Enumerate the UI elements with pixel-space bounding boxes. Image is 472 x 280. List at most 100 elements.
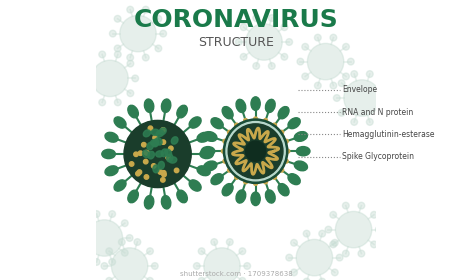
Circle shape bbox=[221, 149, 225, 153]
Ellipse shape bbox=[114, 180, 126, 191]
Circle shape bbox=[106, 248, 113, 255]
Circle shape bbox=[223, 159, 227, 163]
Circle shape bbox=[118, 239, 125, 245]
Circle shape bbox=[160, 30, 167, 37]
Circle shape bbox=[269, 63, 275, 69]
Circle shape bbox=[129, 162, 134, 166]
Text: RNA and N protein: RNA and N protein bbox=[342, 108, 413, 116]
Ellipse shape bbox=[204, 161, 217, 171]
Text: Hemagglutinin-esterase: Hemagglutinin-esterase bbox=[342, 130, 435, 139]
Circle shape bbox=[99, 99, 106, 106]
Ellipse shape bbox=[159, 128, 166, 135]
Circle shape bbox=[194, 263, 200, 269]
Ellipse shape bbox=[197, 132, 210, 142]
Circle shape bbox=[302, 73, 309, 80]
Circle shape bbox=[99, 51, 106, 58]
Circle shape bbox=[303, 278, 310, 280]
Ellipse shape bbox=[144, 195, 154, 209]
Circle shape bbox=[86, 60, 93, 67]
Circle shape bbox=[114, 99, 121, 106]
Circle shape bbox=[338, 80, 345, 87]
Ellipse shape bbox=[143, 130, 151, 137]
Circle shape bbox=[269, 15, 275, 21]
Ellipse shape bbox=[156, 151, 163, 157]
Circle shape bbox=[286, 149, 290, 153]
Circle shape bbox=[106, 277, 113, 280]
Circle shape bbox=[76, 235, 83, 241]
Circle shape bbox=[228, 130, 231, 134]
Circle shape bbox=[136, 171, 140, 176]
Circle shape bbox=[314, 34, 321, 41]
Ellipse shape bbox=[151, 140, 159, 146]
Circle shape bbox=[375, 226, 382, 233]
Ellipse shape bbox=[251, 97, 260, 110]
Circle shape bbox=[153, 136, 157, 140]
Circle shape bbox=[174, 168, 179, 173]
Circle shape bbox=[161, 171, 166, 175]
Circle shape bbox=[366, 119, 373, 125]
Ellipse shape bbox=[294, 132, 307, 141]
Circle shape bbox=[228, 124, 283, 179]
Ellipse shape bbox=[105, 132, 118, 142]
Circle shape bbox=[379, 109, 386, 116]
Circle shape bbox=[296, 239, 333, 276]
Ellipse shape bbox=[296, 147, 310, 156]
Circle shape bbox=[284, 139, 288, 143]
Circle shape bbox=[161, 128, 165, 132]
Circle shape bbox=[121, 220, 128, 227]
Circle shape bbox=[138, 151, 143, 155]
Circle shape bbox=[244, 263, 251, 269]
Circle shape bbox=[161, 140, 166, 144]
Circle shape bbox=[124, 120, 191, 188]
Ellipse shape bbox=[251, 192, 260, 206]
Ellipse shape bbox=[148, 151, 154, 159]
Ellipse shape bbox=[169, 157, 177, 163]
Ellipse shape bbox=[165, 149, 171, 157]
Circle shape bbox=[336, 254, 343, 261]
Circle shape bbox=[366, 71, 373, 77]
Ellipse shape bbox=[177, 190, 187, 203]
Circle shape bbox=[152, 164, 156, 168]
Circle shape bbox=[169, 146, 173, 151]
Circle shape bbox=[235, 175, 239, 179]
Circle shape bbox=[109, 211, 116, 217]
Ellipse shape bbox=[204, 132, 217, 141]
Circle shape bbox=[303, 230, 310, 237]
Circle shape bbox=[330, 34, 337, 41]
Circle shape bbox=[144, 175, 149, 179]
Ellipse shape bbox=[222, 184, 233, 196]
Circle shape bbox=[111, 248, 148, 280]
Circle shape bbox=[142, 143, 146, 147]
Circle shape bbox=[198, 248, 205, 255]
Circle shape bbox=[297, 58, 304, 65]
Ellipse shape bbox=[161, 149, 168, 157]
Text: STRUCTURE: STRUCTURE bbox=[198, 36, 274, 49]
Circle shape bbox=[240, 53, 247, 60]
Circle shape bbox=[152, 263, 158, 269]
Ellipse shape bbox=[294, 161, 307, 171]
Circle shape bbox=[336, 211, 372, 248]
Circle shape bbox=[343, 202, 349, 209]
Circle shape bbox=[158, 170, 162, 174]
Circle shape bbox=[143, 159, 148, 164]
Circle shape bbox=[280, 130, 284, 134]
Circle shape bbox=[211, 239, 218, 245]
Circle shape bbox=[223, 139, 227, 143]
Circle shape bbox=[244, 119, 248, 123]
Circle shape bbox=[127, 60, 134, 67]
Ellipse shape bbox=[147, 142, 153, 150]
Circle shape bbox=[239, 277, 246, 280]
Ellipse shape bbox=[288, 174, 300, 185]
Circle shape bbox=[82, 75, 88, 82]
Circle shape bbox=[347, 58, 354, 65]
Ellipse shape bbox=[211, 118, 223, 129]
Ellipse shape bbox=[177, 105, 187, 118]
Ellipse shape bbox=[288, 118, 300, 129]
Circle shape bbox=[120, 15, 156, 52]
Circle shape bbox=[114, 15, 121, 22]
Circle shape bbox=[93, 259, 100, 265]
Circle shape bbox=[86, 220, 123, 256]
Circle shape bbox=[144, 151, 149, 155]
Circle shape bbox=[155, 45, 162, 52]
Circle shape bbox=[127, 6, 134, 13]
